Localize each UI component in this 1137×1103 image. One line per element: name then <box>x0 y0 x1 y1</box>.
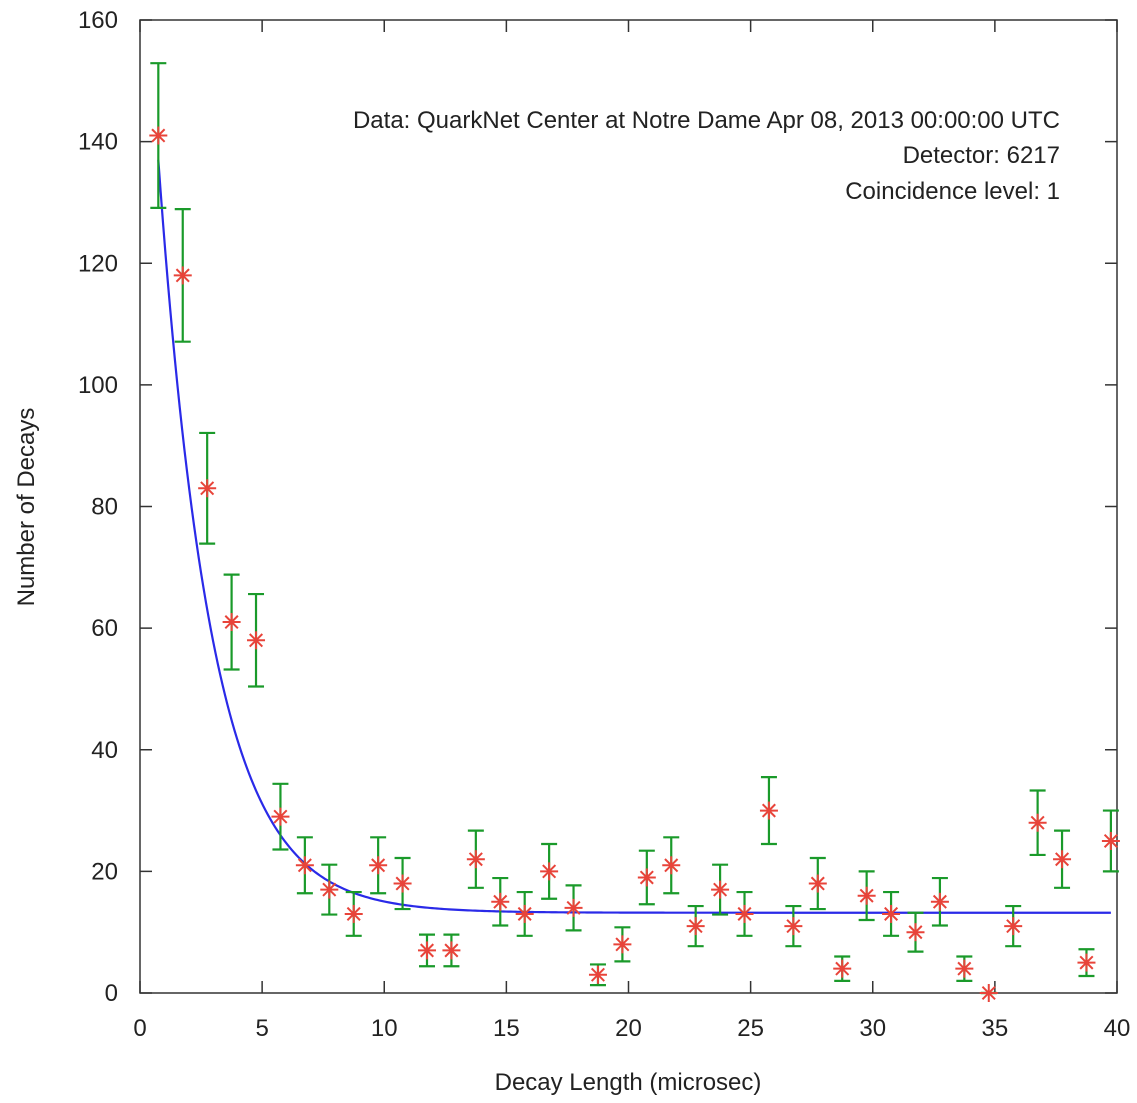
data-point <box>833 959 852 978</box>
data-point <box>369 856 388 875</box>
data-point <box>540 862 559 881</box>
data-point <box>1004 917 1023 936</box>
y-tick-label: 0 <box>105 980 118 1007</box>
data-point <box>466 850 485 869</box>
fit-curve-layer <box>157 159 1111 914</box>
y-tick-label: 160 <box>78 7 118 34</box>
data-point <box>393 874 412 893</box>
data-point <box>588 965 607 984</box>
x-tick-label: 5 <box>255 1015 268 1042</box>
data-point <box>711 880 730 899</box>
annotation-coincidence: Coincidence level: 1 <box>845 178 1060 205</box>
data-point <box>857 886 876 905</box>
y-tick-label: 80 <box>91 494 118 521</box>
data-point <box>784 917 803 936</box>
x-tick-label: 0 <box>133 1015 146 1042</box>
data-point <box>271 807 290 826</box>
data-point <box>198 479 217 498</box>
y-tick-label: 120 <box>78 250 118 277</box>
data-point <box>1028 813 1047 832</box>
x-tick-label: 40 <box>1104 1015 1131 1042</box>
y-axis-title: Number of Decays <box>13 408 40 607</box>
data-point <box>173 266 192 285</box>
data-point <box>637 868 656 887</box>
data-point <box>1077 953 1096 972</box>
y-tick-label: 40 <box>91 737 118 764</box>
y-tick-label: 60 <box>91 615 118 642</box>
data-point <box>295 856 314 875</box>
x-tick-label: 10 <box>371 1015 398 1042</box>
data-point <box>930 892 949 911</box>
annotation-detector: Detector: 6217 <box>903 142 1060 169</box>
y-tick-label: 140 <box>78 129 118 156</box>
data-point <box>564 898 583 917</box>
data-point <box>759 801 778 820</box>
axis-ticks: 0 5 10 15 20 25 30 35 40 0 20 40 60 80 100 120 140 160 <box>78 7 1130 1042</box>
data-point <box>979 984 998 1002</box>
data-point <box>515 904 534 923</box>
fit-curve <box>157 159 1111 914</box>
data-point <box>955 959 974 978</box>
data-point <box>491 892 510 911</box>
data-point <box>149 126 168 145</box>
data-point <box>882 904 901 923</box>
data-point <box>808 874 827 893</box>
data-point <box>320 880 339 899</box>
data-point <box>442 941 461 960</box>
x-tick-label: 25 <box>737 1015 764 1042</box>
data-point <box>735 904 754 923</box>
data-point <box>1053 850 1072 869</box>
x-tick-label: 15 <box>493 1015 520 1042</box>
data-point <box>344 904 363 923</box>
data-point <box>613 935 632 954</box>
data-point <box>906 923 925 942</box>
data-point-layer <box>149 126 1120 1002</box>
x-axis-title: Decay Length (microsec) <box>495 1069 762 1096</box>
x-tick-label: 30 <box>859 1015 886 1042</box>
data-point <box>222 613 241 632</box>
data-point <box>1101 831 1120 850</box>
data-point <box>417 941 436 960</box>
y-tick-label: 100 <box>78 372 118 399</box>
annotation-data-source: Data: QuarkNet Center at Notre Dame Apr … <box>353 107 1060 134</box>
data-point <box>247 631 266 650</box>
data-point <box>662 856 681 875</box>
y-tick-label: 20 <box>91 858 118 885</box>
x-tick-label: 35 <box>982 1015 1009 1042</box>
data-point <box>686 917 705 936</box>
x-tick-label: 20 <box>615 1015 642 1042</box>
